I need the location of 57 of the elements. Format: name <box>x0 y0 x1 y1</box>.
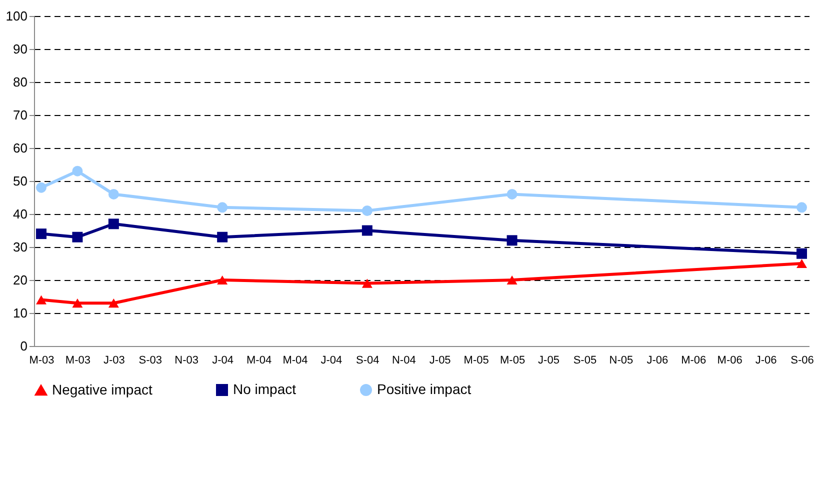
x-tick-label: S-06 <box>790 354 814 366</box>
x-tick-label: M-04 <box>282 354 308 366</box>
x-tick-label: J-06 <box>646 354 668 366</box>
point <box>217 275 228 285</box>
point <box>72 166 83 176</box>
x-tick-label: M-04 <box>246 354 272 366</box>
x-tick-label: M-03 <box>65 354 90 366</box>
x-tick-label: M-05 <box>500 354 526 366</box>
point <box>72 232 83 242</box>
legend-label: Positive impact <box>377 381 472 397</box>
x-tick-label: J-04 <box>320 354 342 366</box>
x-tick-label: J-05 <box>429 354 451 366</box>
point <box>362 205 372 216</box>
point <box>796 248 807 259</box>
y-tick-label: 30 <box>13 240 28 254</box>
x-tick-label: N-03 <box>174 354 199 366</box>
point <box>217 232 228 242</box>
x-tick-label: M-06 <box>717 354 742 366</box>
y-tick-label: 40 <box>13 206 28 222</box>
point <box>796 202 807 213</box>
x-tick-label: S-03 <box>138 354 162 366</box>
point <box>362 225 372 236</box>
x-tick-label: J-05 <box>538 354 560 366</box>
x-tick-label: N-05 <box>609 354 634 366</box>
point <box>506 235 518 246</box>
point <box>36 182 46 193</box>
point <box>362 278 372 288</box>
point <box>108 188 119 200</box>
x-tick-label: J-06 <box>755 354 777 366</box>
x-tick-label: S-05 <box>573 354 597 366</box>
point <box>796 258 807 268</box>
point <box>506 275 518 285</box>
point <box>108 218 119 230</box>
y-tick-label: 80 <box>13 74 28 90</box>
point <box>108 298 119 308</box>
point <box>36 228 46 240</box>
legend-label: Negative impact <box>52 381 152 398</box>
x-tick-label: M-06 <box>681 354 706 366</box>
point <box>217 202 228 213</box>
y-tick-label: 20 <box>13 272 28 288</box>
x-tick-label: M-03 <box>29 354 54 366</box>
point <box>506 188 518 200</box>
x-tick-label: N-04 <box>392 354 416 366</box>
y-tick-label: 50 <box>13 174 28 188</box>
y-tick-label: 90 <box>13 42 28 56</box>
x-tick-label: M-05 <box>464 354 489 366</box>
point <box>36 295 46 304</box>
x-tick-label: S-04 <box>356 354 380 366</box>
x-tick-label: J-04 <box>212 354 234 366</box>
y-tick-label: 60 <box>13 140 28 156</box>
y-tick-label: 0 <box>20 338 28 354</box>
y-tick-label: 10 <box>13 306 28 320</box>
legend-label: No impact <box>233 381 296 397</box>
point <box>72 298 83 308</box>
y-tick-label: 100 <box>6 8 28 24</box>
y-tick-label: 70 <box>13 108 28 122</box>
x-tick-label: J-03 <box>103 354 125 366</box>
